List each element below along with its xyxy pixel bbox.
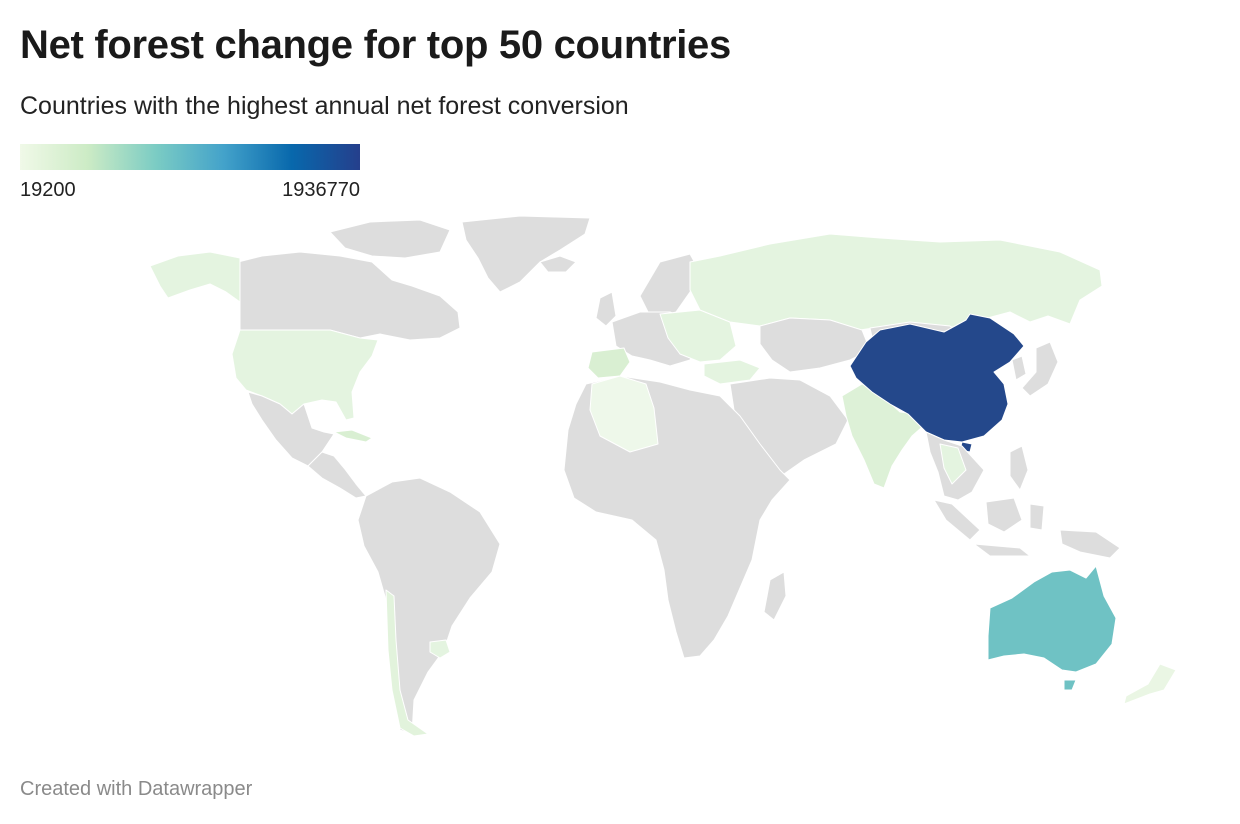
legend-max-label: 1936770 [282, 179, 360, 201]
region-united-states[interactable] [231, 329, 379, 421]
region-sulawesi[interactable] [1029, 503, 1045, 531]
region-uruguay[interactable] [429, 639, 451, 659]
world-map [149, 215, 1177, 737]
region-korea[interactable] [1011, 355, 1027, 381]
region-cuba[interactable] [333, 429, 373, 443]
color-legend: 19200 1936770 [20, 144, 360, 205]
region-madagascar[interactable] [763, 571, 787, 621]
region-turkey[interactable] [703, 359, 761, 385]
region-java[interactable] [973, 543, 1031, 557]
region-new-guinea[interactable] [1059, 529, 1121, 559]
legend-gradient-bar [20, 144, 360, 170]
region-central-america[interactable] [307, 451, 367, 499]
region-algeria[interactable] [589, 375, 659, 453]
chart-subtitle: Countries with the highest annual net fo… [20, 92, 629, 120]
chart-title: Net forest change for top 50 countries [20, 23, 731, 67]
region-uk[interactable] [595, 291, 617, 327]
region-canada-islands[interactable] [329, 219, 451, 259]
region-new-zealand[interactable] [1123, 663, 1177, 705]
region-thailand[interactable] [939, 443, 967, 485]
region-russia[interactable] [689, 233, 1103, 331]
region-mexico[interactable] [247, 391, 335, 467]
region-sumatra[interactable] [933, 499, 981, 541]
region-spain[interactable] [587, 347, 631, 379]
region-south-america[interactable] [357, 477, 501, 735]
region-japan[interactable] [1021, 341, 1059, 397]
region-iceland[interactable] [539, 255, 577, 273]
region-chile[interactable] [385, 589, 429, 737]
region-alaska[interactable] [149, 251, 241, 303]
region-tasmania[interactable] [1063, 679, 1077, 691]
region-australia[interactable] [987, 565, 1117, 673]
region-philippines[interactable] [1009, 445, 1029, 491]
region-canada[interactable] [237, 251, 461, 341]
region-greenland[interactable] [461, 215, 591, 293]
region-borneo[interactable] [985, 497, 1023, 533]
credit-text: Created with Datawrapper [20, 778, 253, 800]
region-central-asia[interactable] [759, 317, 871, 373]
region-china[interactable] [849, 313, 1025, 443]
legend-min-label: 19200 [20, 179, 76, 201]
